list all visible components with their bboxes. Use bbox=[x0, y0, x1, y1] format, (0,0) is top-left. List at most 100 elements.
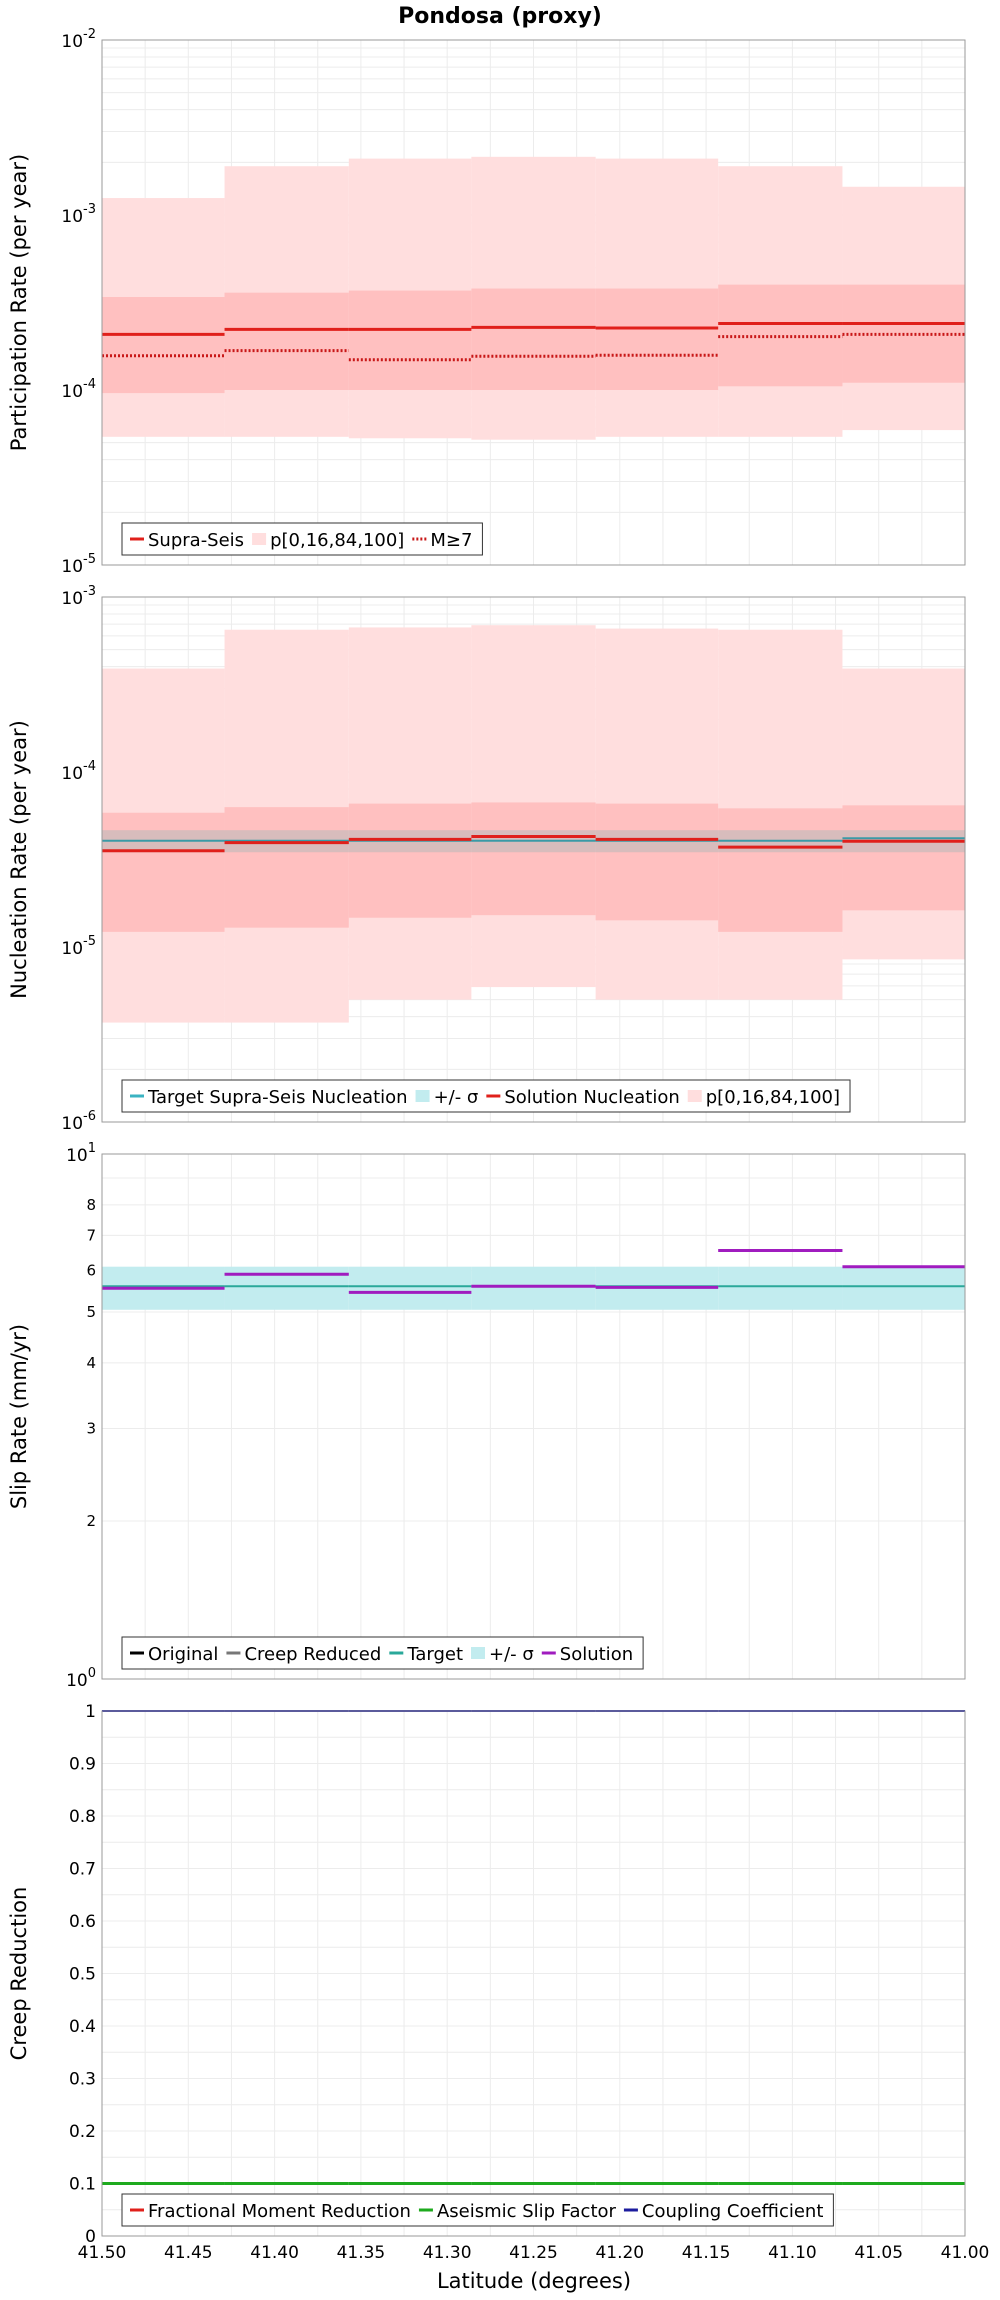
y-axis-label: Nucleation Rate (per year) bbox=[7, 720, 31, 999]
y-tick-exponent: -4 bbox=[83, 759, 96, 774]
band-segment bbox=[718, 808, 843, 932]
legend-item: Supra-Seis bbox=[130, 530, 244, 551]
x-tick-label: 41.15 bbox=[682, 2243, 731, 2263]
legend-label: Original bbox=[148, 1644, 218, 1665]
y-tick-label: 10-3 bbox=[61, 584, 96, 609]
band-segment bbox=[471, 288, 596, 390]
band-segment bbox=[842, 805, 965, 911]
legend-item: Target bbox=[389, 1644, 463, 1665]
legend-frame bbox=[121, 1079, 851, 1113]
y-tick-exponent: -5 bbox=[83, 934, 96, 949]
series-solution-nucleation bbox=[102, 834, 965, 853]
legend-label: Coupling Coefficient bbox=[642, 2201, 823, 2222]
y-axis-label: Slip Rate (mm/yr) bbox=[7, 1324, 31, 1509]
legend-swatch-box bbox=[687, 1090, 702, 1102]
legend-label: Aseismic Slip Factor bbox=[437, 2201, 617, 2222]
y-tick-label: 10-4 bbox=[61, 759, 96, 784]
y-tick-label: 0.5 bbox=[69, 1965, 96, 1985]
series-solution bbox=[102, 1248, 965, 1294]
y-tick-label: 0.2 bbox=[69, 2122, 96, 2142]
x-tick-label: 41.05 bbox=[854, 2243, 903, 2263]
y-tick-exponent: 1 bbox=[88, 1141, 96, 1156]
y-tick-label: 10-4 bbox=[61, 377, 96, 402]
legend-label: M≥7 bbox=[430, 530, 472, 551]
series-m-7 bbox=[102, 332, 965, 362]
y-tick-label: 0.8 bbox=[69, 1807, 96, 1827]
y-tick-base: 10 bbox=[66, 1146, 88, 1166]
band-segment bbox=[348, 803, 472, 918]
y-tick-label: 101 bbox=[66, 1141, 96, 1166]
legend-label: +/- σ bbox=[489, 1644, 534, 1665]
y-minor-tick-label: 6 bbox=[86, 1261, 96, 1279]
y-tick-label: 0.3 bbox=[69, 2070, 96, 2090]
y-tick-exponent: -3 bbox=[83, 584, 96, 599]
legend-label: Target bbox=[406, 1644, 463, 1665]
legend-label: p[0,16,84,100] bbox=[706, 1087, 840, 1108]
x-tick-label: 41.10 bbox=[768, 2243, 817, 2263]
band-segment bbox=[718, 1266, 843, 1310]
x-tick-label: 41.25 bbox=[509, 2243, 558, 2263]
legend-item: Target Supra-Seis Nucleation bbox=[130, 1087, 408, 1108]
y-tick-label: 1 bbox=[85, 1702, 96, 1722]
y-tick-label: 0.7 bbox=[69, 1860, 96, 1880]
y-axis-label: Creep Reduction bbox=[7, 1887, 31, 2061]
band-segment bbox=[595, 288, 719, 390]
y-axis-label: Participation Rate (per year) bbox=[7, 154, 31, 451]
legend-frame bbox=[121, 2193, 834, 2227]
y-minor-tick-label: 5 bbox=[86, 1303, 96, 1321]
legend-item: Aseismic Slip Factor bbox=[418, 2201, 617, 2222]
legend-label: Supra-Seis bbox=[148, 530, 244, 551]
band-inner-1 bbox=[102, 802, 965, 932]
band-segment bbox=[471, 802, 596, 916]
y-tick-label: 0 bbox=[85, 2227, 96, 2247]
y-tick-label: 10-3 bbox=[61, 202, 96, 227]
x-tick-label: 41.00 bbox=[941, 2243, 990, 2263]
y-minor-tick-label: 8 bbox=[86, 1196, 96, 1214]
band-segment bbox=[102, 296, 225, 394]
y-tick-label: 10-5 bbox=[61, 934, 96, 959]
y-tick-label: 10-2 bbox=[61, 27, 96, 52]
y-tick-base: 10 bbox=[61, 939, 83, 959]
panel-creep: 0 0.1 0.2 0.3 0.4 0.5 0.6 0.7 0.8 0.9 1 41.50 41.45 4… bbox=[7, 1702, 989, 2263]
legend: Fractional Moment Reduction Aseismic Slip… bbox=[121, 2193, 834, 2227]
legend-label: Solution Nucleation bbox=[504, 1087, 679, 1108]
legend-label: p[0,16,84,100] bbox=[270, 530, 404, 551]
y-minor-tick-label: 2 bbox=[86, 1512, 96, 1530]
y-tick-exponent: -2 bbox=[83, 27, 96, 42]
y-tick-base: 10 bbox=[61, 764, 83, 784]
x-tick-label: 41.45 bbox=[164, 2243, 213, 2263]
legend-swatch-box bbox=[471, 1647, 485, 1659]
legend-item: Fractional Moment Reduction bbox=[130, 2201, 411, 2222]
y-tick-exponent: -5 bbox=[83, 552, 96, 567]
band-segment bbox=[471, 1266, 596, 1310]
plot-frame bbox=[101, 1710, 966, 2237]
y-minor-tick-label: 7 bbox=[86, 1226, 96, 1244]
x-tick-label: 41.50 bbox=[78, 2243, 127, 2263]
legend-item: +/- σ bbox=[471, 1644, 534, 1665]
plot-frame bbox=[101, 39, 966, 566]
y-tick-base: 10 bbox=[66, 1671, 88, 1691]
legend: Target Supra-Seis Nucleation +/- σ Solutio… bbox=[121, 1079, 851, 1113]
legend: Original Creep Reduced Target +/- σ Solution bbox=[121, 1636, 644, 1670]
legend-item: Original bbox=[130, 1644, 218, 1665]
plot-frame bbox=[101, 596, 966, 1123]
y-tick-base: 10 bbox=[61, 32, 83, 52]
band-segment bbox=[348, 1266, 472, 1310]
y-tick-label: 0.6 bbox=[69, 1912, 96, 1932]
chart-title: Pondosa (proxy) bbox=[398, 4, 602, 29]
y-tick-label: 10-6 bbox=[61, 1109, 96, 1134]
legend-label: Fractional Moment Reduction bbox=[148, 2201, 411, 2222]
band-inner-1 bbox=[102, 284, 965, 394]
band-segment bbox=[348, 290, 472, 390]
x-tick-label: 41.20 bbox=[595, 2243, 644, 2263]
x-tick-label: 41.30 bbox=[423, 2243, 472, 2263]
panel-participation: 10 -5 10-4 10-3 10-2 Participation Rate (per … bbox=[7, 27, 966, 577]
y-minor-tick-label: 4 bbox=[86, 1354, 96, 1372]
y-tick-exponent: -4 bbox=[83, 377, 96, 392]
legend-item: M≥7 bbox=[412, 530, 472, 551]
legend-label: +/- σ bbox=[434, 1087, 479, 1108]
band-segment bbox=[842, 1266, 965, 1310]
band-segment bbox=[224, 292, 349, 390]
legend-frame bbox=[121, 1636, 644, 1670]
